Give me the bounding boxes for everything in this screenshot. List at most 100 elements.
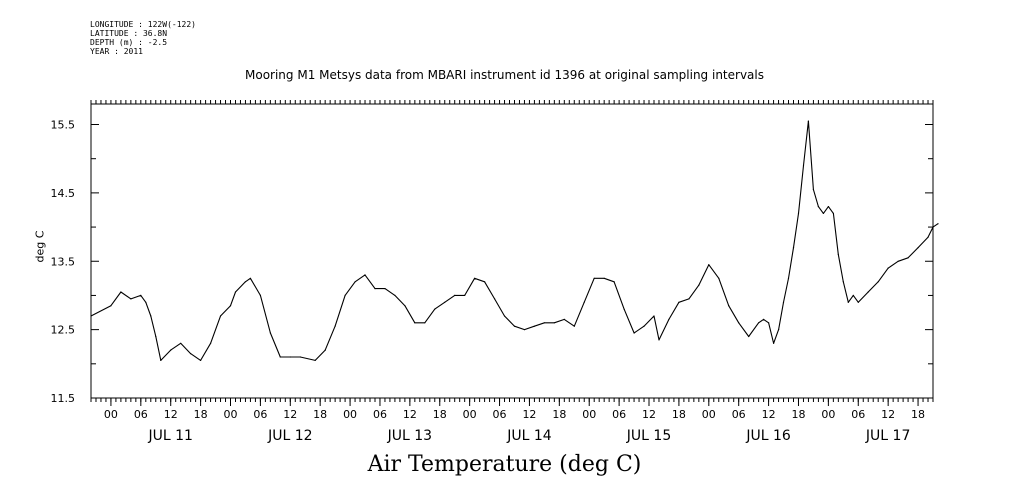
- data-point: [708, 264, 710, 266]
- x-tick-label: 00: [821, 408, 835, 421]
- data-point: [792, 247, 795, 249]
- data-point: [847, 301, 849, 303]
- data-point: [877, 281, 879, 283]
- y-tick-label: 11.5: [51, 392, 76, 405]
- data-point: [324, 349, 326, 351]
- x-tick-label: 12: [642, 408, 656, 421]
- x-tick-label: 18: [911, 408, 925, 421]
- x-tick-label: 00: [104, 408, 118, 421]
- data-point: [269, 332, 271, 334]
- x-tick-label: 00: [224, 408, 238, 421]
- data-point: [573, 325, 575, 327]
- x-tick-label: 18: [672, 408, 686, 421]
- data-point: [633, 332, 635, 334]
- data-point: [374, 288, 376, 290]
- y-axis-label: deg C: [33, 230, 47, 263]
- x-tick-label: 12: [164, 408, 178, 421]
- x-tick-label: 00: [343, 408, 357, 421]
- data-point: [513, 325, 516, 327]
- data-point: [503, 315, 506, 317]
- data-point: [384, 288, 386, 290]
- data-point: [768, 322, 770, 324]
- data-point: [897, 260, 899, 262]
- data-point: [244, 281, 246, 283]
- data-point: [414, 322, 416, 324]
- data-point: [748, 335, 750, 338]
- data-point: [653, 315, 655, 317]
- day-label: JUL 17: [865, 428, 910, 444]
- x-tick-label: 06: [851, 408, 865, 421]
- data-point: [837, 253, 839, 255]
- x-tick-label: 18: [791, 408, 805, 421]
- x-tick-label: 06: [134, 408, 148, 421]
- meta-depth: DEPTH (m) : -2.5: [90, 38, 168, 47]
- data-point: [110, 305, 112, 307]
- day-label: JUL 13: [387, 428, 432, 444]
- data-point: [314, 359, 316, 361]
- data-point: [832, 212, 835, 214]
- data-point: [678, 301, 680, 303]
- data-point: [698, 284, 700, 286]
- data-point: [807, 120, 810, 122]
- data-point: [234, 291, 237, 293]
- x-tick-label: 06: [612, 408, 626, 421]
- data-point: [299, 356, 301, 358]
- plot-frame: [90, 103, 934, 399]
- x-tick-label: 12: [403, 408, 417, 421]
- data-point: [354, 281, 356, 283]
- data-point: [289, 356, 291, 358]
- data-point: [842, 281, 844, 283]
- data-point: [797, 212, 800, 214]
- data-point: [190, 353, 192, 355]
- day-label: JUL 16: [745, 428, 791, 444]
- data-point: [822, 212, 825, 214]
- data-point: [658, 339, 660, 341]
- x-tick-label: 18: [313, 408, 327, 421]
- data-point: [120, 291, 122, 293]
- data-point: [90, 315, 92, 317]
- data-point: [802, 164, 805, 167]
- data-point: [210, 342, 212, 344]
- y-tick-label: 14.5: [51, 187, 76, 200]
- data-point: [887, 267, 889, 269]
- data-point: [812, 188, 815, 191]
- y-tick-label: 15.5: [51, 119, 76, 132]
- day-label: JUL 12: [267, 428, 312, 444]
- x-tick-label: 18: [552, 408, 566, 421]
- x-tick-label: 06: [373, 408, 387, 421]
- x-tick-label: 00: [702, 408, 716, 421]
- x-tick-label: 12: [522, 408, 536, 421]
- data-point: [464, 294, 466, 296]
- data-point: [852, 294, 854, 296]
- data-point: [583, 301, 585, 303]
- data-point: [444, 301, 446, 303]
- data-point: [474, 277, 476, 279]
- data-point: [827, 206, 830, 208]
- x-tick-label: 18: [194, 408, 208, 421]
- data-point: [259, 294, 261, 296]
- x-tick-label: 12: [283, 408, 297, 421]
- data-point: [155, 335, 157, 338]
- data-point: [932, 226, 934, 228]
- data-point: [200, 359, 202, 361]
- data-point: [668, 318, 670, 320]
- data-point: [364, 274, 366, 276]
- data-point: [170, 349, 172, 351]
- data-point: [927, 236, 929, 238]
- x-axis-label: Air Temperature (deg C): [367, 452, 642, 477]
- data-point: [344, 294, 346, 296]
- series-line-group: [90, 120, 939, 361]
- data-point: [623, 308, 625, 310]
- axis-tick-labels: 00 06 12 18 00 06 12 18 00 06 12 18 00 06 12 18 00 06 12 18…: [51, 119, 926, 444]
- day-label: JUL 14: [506, 428, 552, 444]
- data-point: [454, 294, 456, 296]
- data-point: [279, 356, 281, 358]
- x-tick-label: 18: [433, 408, 447, 421]
- data-point: [404, 305, 406, 307]
- data-point: [334, 325, 336, 327]
- data-point: [219, 315, 222, 317]
- data-point: [523, 329, 526, 331]
- axis-ticks: [90, 100, 934, 406]
- x-tick-label: 00: [463, 408, 477, 421]
